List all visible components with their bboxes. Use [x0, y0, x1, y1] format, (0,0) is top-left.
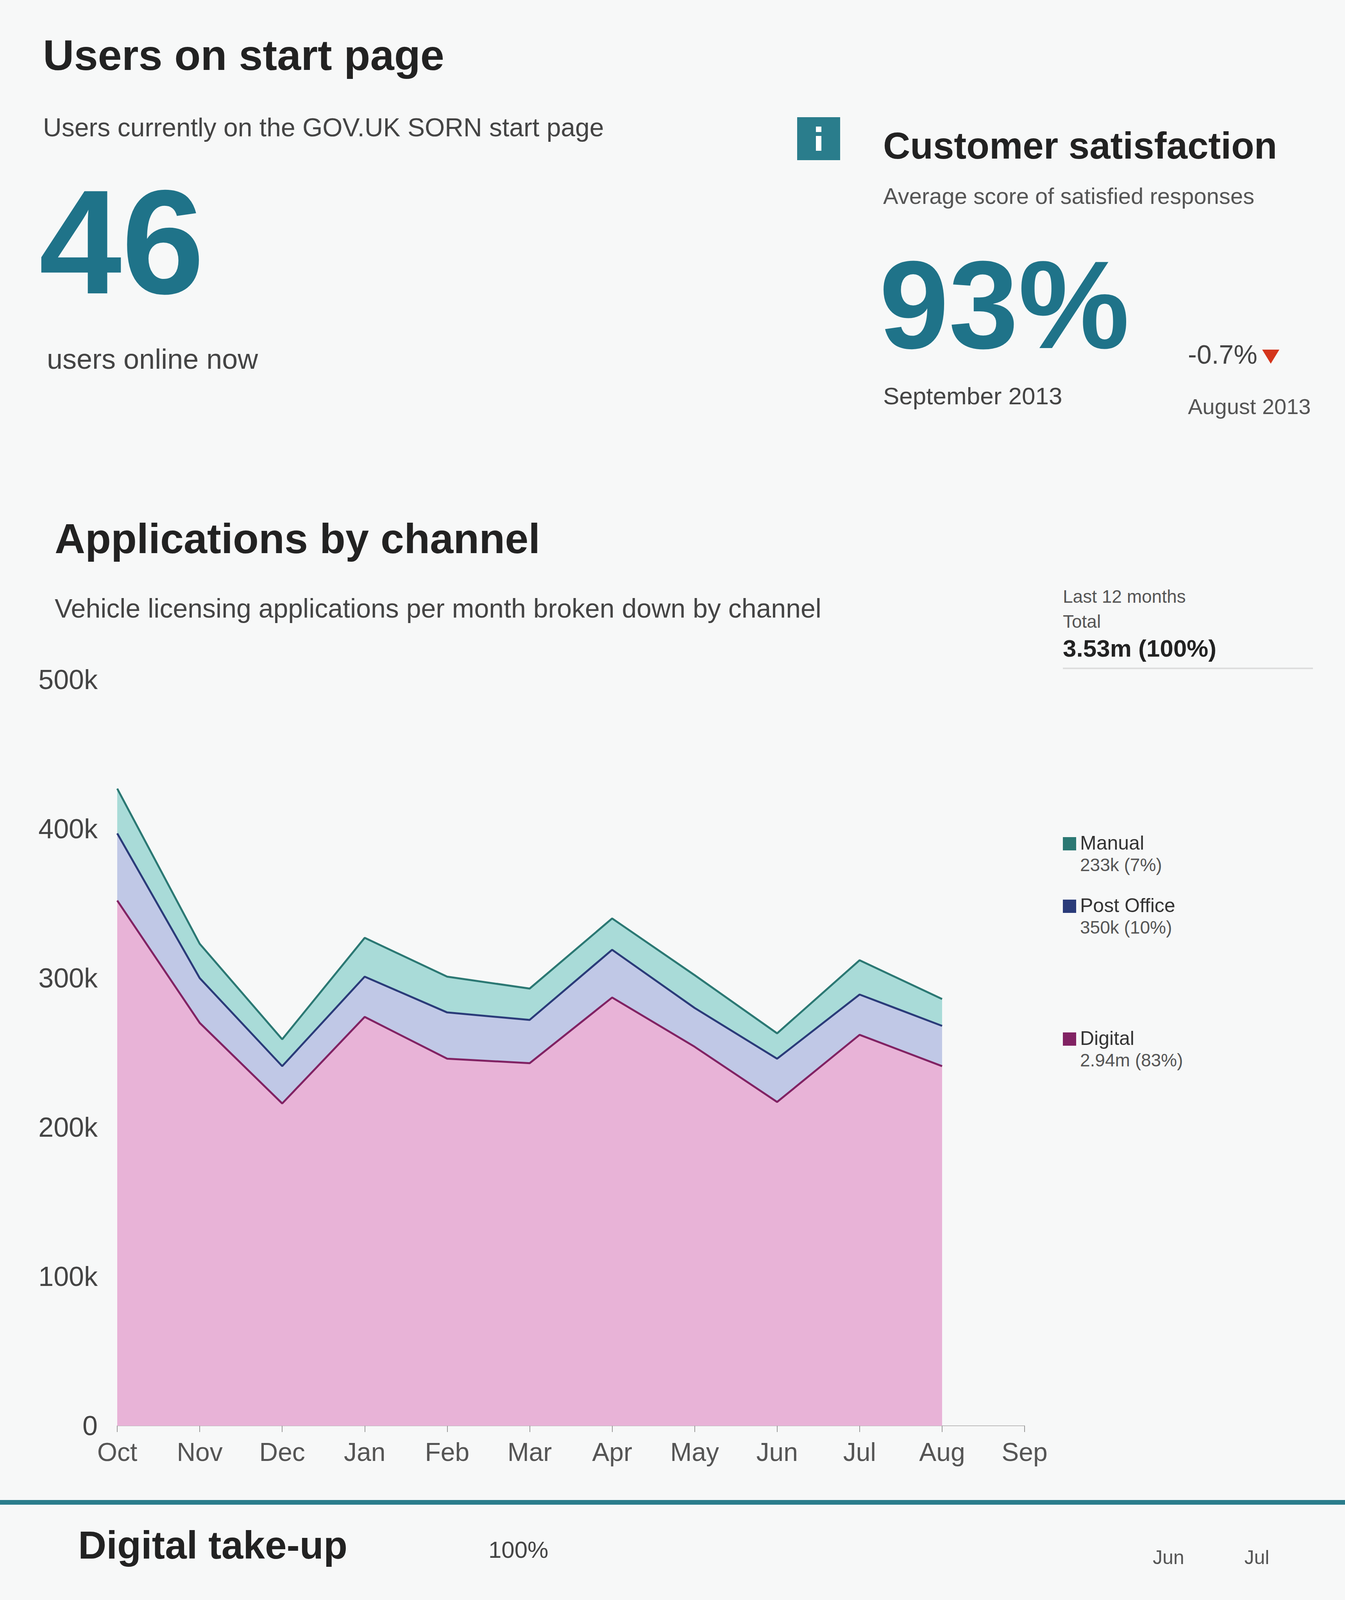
- html-text:Manual: Manual: [1080, 832, 1145, 855]
- svg-text:Jan: Jan: [343, 1438, 386, 1467]
- html-text:Users on start page: Users on start page: [42, 30, 445, 79]
- html-text:Jun Jul: Jun Jul: [1152, 1547, 1270, 1569]
- html-text:Applications by channel: Applications by channel: [54, 515, 541, 563]
- html-text:233k (7%): 233k (7%): [1080, 854, 1163, 876]
- svg-text:Dec: Dec: [259, 1438, 305, 1467]
- svg-text:400k: 400k: [38, 813, 99, 845]
- svg-text:Jul: Jul: [843, 1438, 877, 1467]
- svg-text:500k: 500k: [38, 664, 99, 696]
- html-text:46: 46: [39, 159, 205, 326]
- svg-text:Apr: Apr: [592, 1438, 633, 1467]
- html-text:100%: 100%: [488, 1537, 549, 1564]
- html-text:Vehicle licensing applications: Vehicle licensing applications per month…: [54, 593, 822, 624]
- html-text:August 2013: August 2013: [1187, 394, 1311, 419]
- html-text:Customer satisfaction: Customer satisfaction: [883, 124, 1278, 167]
- svg-text:Oct: Oct: [97, 1438, 138, 1467]
- html-text:3.53m (100%): 3.53m (100%): [1062, 634, 1217, 662]
- svg-text:300k: 300k: [38, 963, 99, 994]
- svg-text:Nov: Nov: [176, 1438, 223, 1467]
- html-text:Total: Total: [1062, 611, 1101, 632]
- html-text:Post Office: Post Office: [1080, 894, 1176, 917]
- svg-text:Mar: Mar: [507, 1438, 553, 1467]
- svg-text:Feb: Feb: [424, 1438, 470, 1467]
- html-text:Digital take-up: Digital take-up: [78, 1523, 348, 1568]
- svg-text:Aug: Aug: [919, 1438, 965, 1467]
- svg-text:200k: 200k: [38, 1112, 99, 1143]
- html-text:Users currently on the GOV.UK: Users currently on the GOV.UK SORN start…: [42, 112, 604, 142]
- html-text:Average score of satisfied res: Average score of satisfied responses: [883, 183, 1255, 209]
- html-text:93%: 93%: [879, 234, 1130, 375]
- html-text:-0.7%: -0.7%: [1187, 339, 1258, 370]
- svg-text:Jun: Jun: [756, 1438, 798, 1467]
- svg-text:0: 0: [82, 1411, 98, 1442]
- html-text:Last 12 months: Last 12 months: [1062, 586, 1186, 607]
- html-text:Digital: Digital: [1080, 1027, 1135, 1050]
- svg-text:May: May: [670, 1438, 720, 1467]
- svg-text:Sep: Sep: [1001, 1438, 1048, 1467]
- svg-text:100k: 100k: [38, 1261, 99, 1293]
- html-text:2.94m (83%): 2.94m (83%): [1080, 1050, 1183, 1071]
- html-text:September 2013: September 2013: [883, 382, 1063, 410]
- html-text:users online now: users online now: [46, 343, 259, 375]
- html-text:350k (10%): 350k (10%): [1080, 917, 1172, 938]
